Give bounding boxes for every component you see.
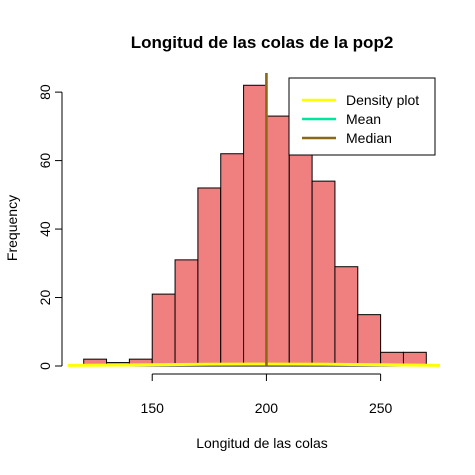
- legend-box: [288, 77, 436, 156]
- histogram-bar-3: [151, 293, 176, 367]
- y-tick-label-60: 60: [37, 153, 53, 169]
- histogram-bar-9: [288, 142, 313, 367]
- bars-group: [83, 84, 427, 367]
- y-axis-label: Frequency: [4, 195, 20, 261]
- legend-label-2: Median: [346, 130, 392, 146]
- histogram-bar-4: [174, 259, 199, 367]
- y-axis: 0 20 40 60 80: [37, 84, 63, 370]
- histogram-bar-6: [220, 153, 245, 367]
- histogram-bar-8: [265, 115, 290, 367]
- density-curve: [67, 362, 441, 367]
- y-tick-label-80: 80: [37, 84, 53, 100]
- histogram-bar-10: [311, 180, 336, 367]
- y-tick-label-40: 40: [37, 221, 53, 237]
- legend-label-1: Mean: [346, 111, 381, 127]
- chart-title: Longitud de las colas de la pop2: [131, 33, 394, 52]
- x-tick-label-150: 150: [141, 400, 165, 416]
- legend-label-0: Density plot: [346, 92, 419, 108]
- x-axis: 150 200 250: [141, 373, 393, 416]
- histogram-bar-7: [243, 84, 267, 367]
- legend: Density plot Mean Median: [288, 77, 436, 156]
- histogram-bar-12: [357, 314, 382, 367]
- histogram-bar-5: [197, 187, 222, 367]
- x-axis-label: Longitud de las colas: [196, 435, 328, 451]
- histogram-bar-11: [334, 266, 359, 367]
- y-tick-label-20: 20: [37, 290, 53, 306]
- x-tick-label-200: 200: [255, 400, 279, 416]
- x-tick-label-250: 250: [369, 400, 393, 416]
- overlay-lines-group: [67, 73, 441, 367]
- y-tick-label-0: 0: [37, 362, 53, 370]
